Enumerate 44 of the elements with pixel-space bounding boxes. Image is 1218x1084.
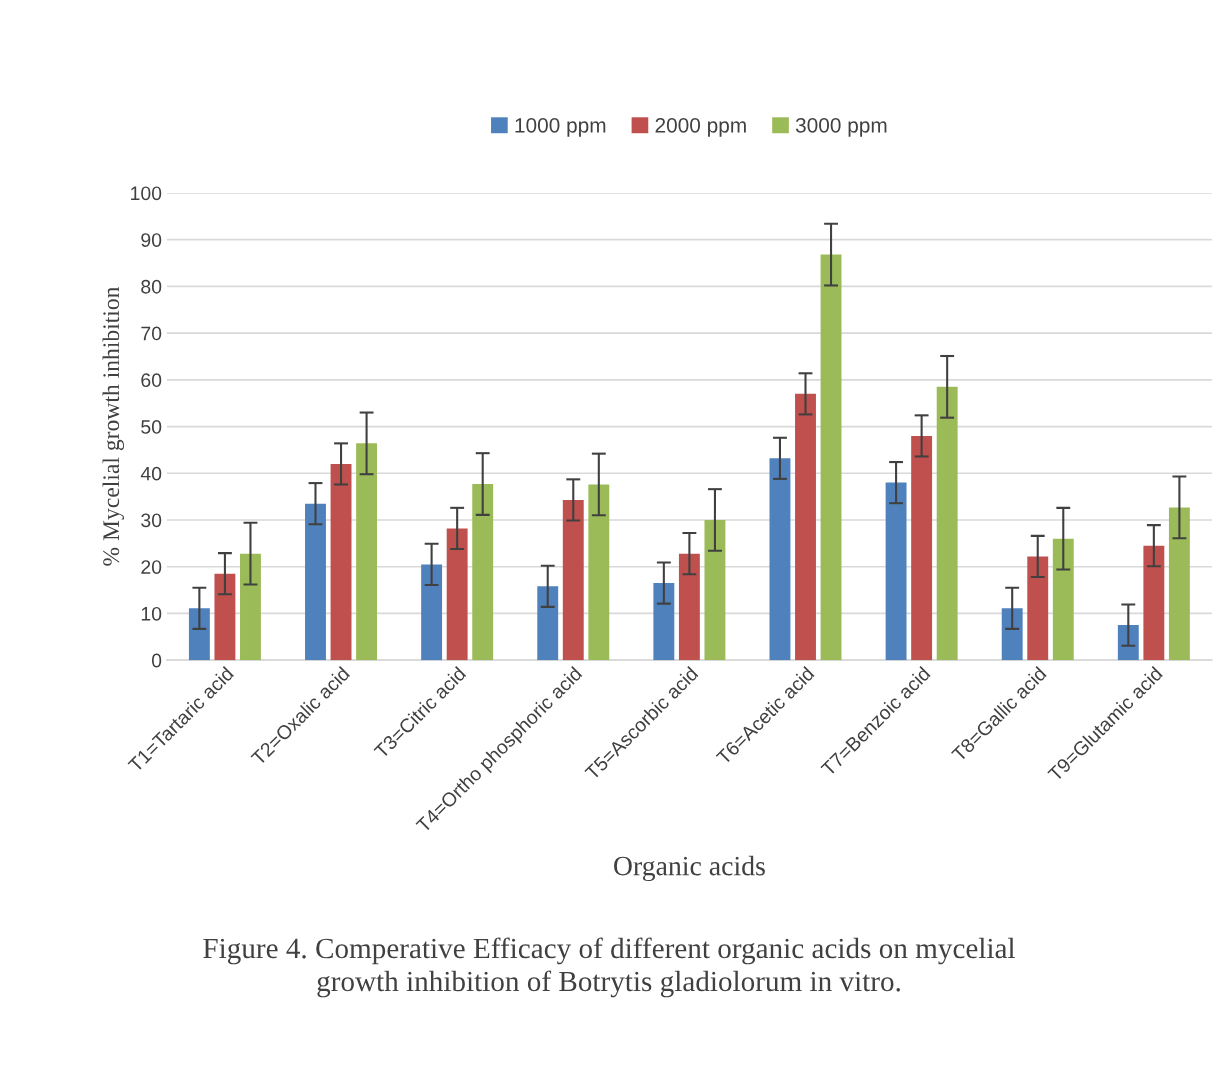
bar xyxy=(240,553,261,661)
legend-label: 2000 ppm xyxy=(655,117,746,137)
y-tick-label: 30 xyxy=(141,513,162,528)
y-axis-title: % Mycelial growth inhibition xyxy=(102,286,125,566)
y-tick-label: 0 xyxy=(151,653,162,668)
bar xyxy=(1117,625,1139,661)
y-tick-label: 20 xyxy=(141,560,162,574)
bar xyxy=(820,254,842,661)
bar xyxy=(214,573,236,661)
caption: Figure 4. Comperative Efficacy of different organic acids on mycelial growth inhibition of Botrytis gladiolorum in vitro. xyxy=(203,937,1016,998)
y-tick-label: 100 xyxy=(131,186,162,201)
bar xyxy=(356,443,378,661)
bar xyxy=(1027,556,1049,661)
bar xyxy=(305,503,326,661)
bar xyxy=(537,586,559,661)
bar xyxy=(1168,507,1190,661)
bar xyxy=(1143,545,1165,661)
y-tick-label: 80 xyxy=(141,279,162,294)
y-tick-label: 90 xyxy=(141,233,162,247)
bar xyxy=(704,519,726,661)
bar xyxy=(588,484,610,661)
bar xyxy=(653,583,675,661)
bar xyxy=(795,393,816,661)
bar xyxy=(936,386,958,661)
bar xyxy=(1001,608,1023,661)
x-axis-title: Organic acids xyxy=(614,855,765,882)
bar xyxy=(446,528,468,661)
bar xyxy=(911,435,933,661)
bar xyxy=(421,564,443,661)
bar xyxy=(562,499,584,661)
legend-label: 3000 ppm xyxy=(795,117,887,137)
bar xyxy=(769,458,791,661)
bar xyxy=(885,482,907,661)
bar xyxy=(678,553,700,661)
y-tick-label: 70 xyxy=(141,326,162,341)
y-tick-label: 50 xyxy=(141,420,162,434)
bar xyxy=(188,608,210,661)
bar xyxy=(1052,538,1074,661)
y-tick-label: 40 xyxy=(140,466,162,481)
bar xyxy=(330,463,352,661)
y-tick-label: 10 xyxy=(141,606,162,621)
legend-label: 1000 ppm xyxy=(515,117,606,137)
bar xyxy=(472,484,494,661)
y-tick-label: 60 xyxy=(141,373,162,388)
